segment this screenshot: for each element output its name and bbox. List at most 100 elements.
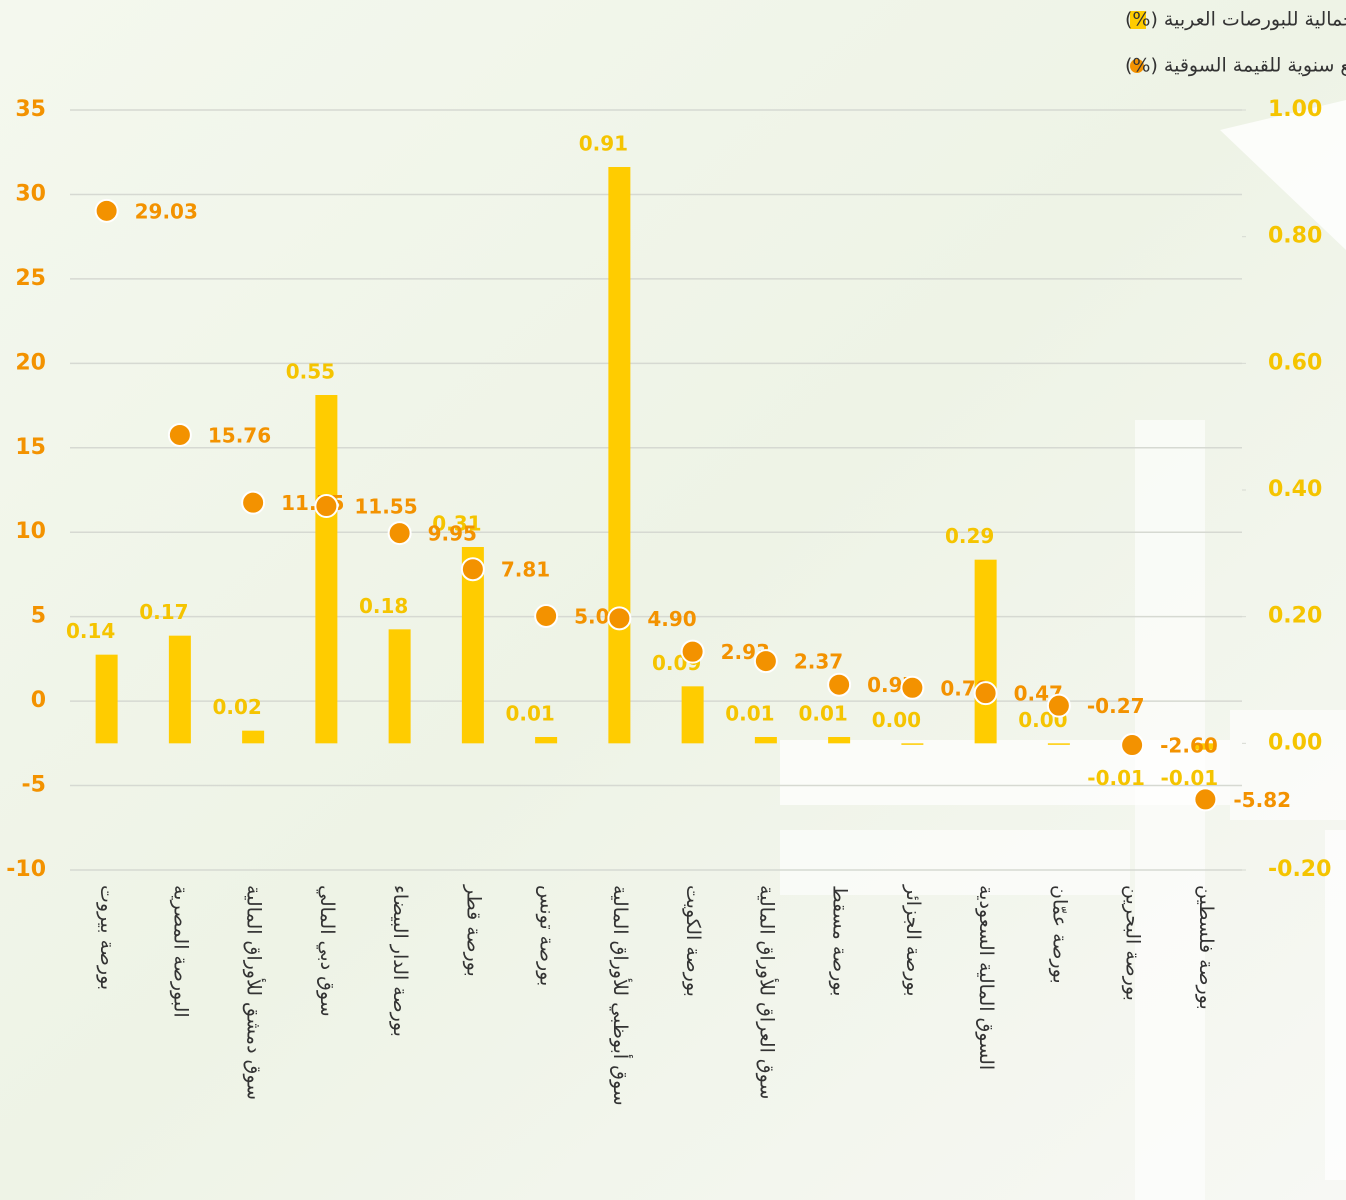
decor — [1230, 710, 1346, 820]
x-tick-label: بورصة البحرين — [1122, 885, 1144, 1001]
x-tick-label: السوق المالية السعودية — [975, 885, 997, 1070]
dot — [680, 639, 705, 664]
legend-swatch — [1130, 11, 1146, 29]
x-tick-label: بورصة الكويت — [682, 885, 704, 997]
bar — [168, 635, 191, 744]
y2-tick-label: 0.60 — [1268, 350, 1322, 375]
bar — [681, 686, 704, 744]
bar-value-label: -0.01 — [1087, 766, 1145, 790]
dot — [314, 494, 339, 519]
x-tick-label: سوق دمشق للأوراق المالية — [243, 885, 266, 1100]
bar-value-label: 0.01 — [725, 702, 774, 726]
dot — [753, 649, 778, 674]
y2-tick-label: 0.20 — [1268, 604, 1322, 629]
bar-value-label: 0.91 — [579, 132, 628, 156]
y-tick-label: 30 — [15, 181, 46, 206]
bar — [754, 737, 777, 744]
dot-value-label: 4.90 — [647, 607, 696, 631]
bar — [1194, 743, 1217, 750]
x-tick-label: بورصة تونس — [536, 885, 558, 986]
legend-swatch — [1130, 59, 1144, 73]
y-tick-label: 25 — [15, 266, 46, 291]
y2-tick-label: 0.40 — [1268, 477, 1322, 502]
dot-value-label: 15.76 — [208, 423, 271, 447]
dot-value-label: 2.37 — [794, 650, 843, 674]
y-tick-label: 15 — [15, 435, 46, 460]
dot — [460, 557, 485, 582]
y-tick-label: 10 — [15, 519, 46, 544]
bar — [974, 559, 997, 744]
dot-value-label: 7.81 — [501, 558, 550, 582]
bar — [242, 730, 265, 744]
x-tick-label: سوق دبي المالي — [316, 885, 338, 1017]
dot — [827, 672, 852, 697]
bar-value-label: 0.01 — [798, 702, 847, 726]
bar — [828, 737, 851, 744]
decor — [780, 830, 1130, 895]
x-tick-label: سوق العراق للأوراق المالية — [755, 885, 778, 1099]
decor — [1325, 830, 1346, 1180]
x-tick-label: بورصة عمّان — [1048, 885, 1070, 984]
bar-value-label: 0.00 — [872, 708, 921, 732]
dot — [387, 521, 412, 546]
legend-label: نسبة التغير الربع سنوية للقيمة السوقية (… — [1125, 55, 1346, 77]
dot — [534, 603, 559, 628]
bar — [1047, 743, 1070, 745]
y2-tick-label: 0.00 — [1268, 730, 1322, 755]
dot — [1193, 787, 1218, 812]
dot — [167, 422, 192, 447]
decor — [1220, 100, 1346, 250]
dot — [1120, 733, 1145, 758]
dot — [607, 606, 632, 631]
y2-tick-label: 0.80 — [1268, 224, 1322, 249]
bar-value-label: 0.55 — [286, 360, 335, 384]
y-tick-label: 35 — [15, 97, 46, 122]
y-tick-label: -10 — [6, 857, 46, 882]
dot — [900, 675, 925, 700]
y2-tick-label: 1.00 — [1268, 97, 1322, 122]
y-tick-label: 5 — [31, 604, 46, 629]
y2-tick-label: -0.20 — [1268, 857, 1331, 882]
x-tick-label: بورصة قطر — [462, 884, 484, 977]
bar-value-label: 0.31 — [432, 512, 481, 536]
bar — [95, 654, 118, 744]
bar-value-label: 0.17 — [139, 600, 188, 624]
x-tick-label: البورصة المصرية — [169, 885, 191, 1018]
x-tick-label: سوق أبوظبي للأوراق المالية — [609, 885, 633, 1106]
dot-value-label: -2.60 — [1160, 734, 1218, 758]
bar-value-label: 0.01 — [505, 702, 554, 726]
legend-label: نسبة مساهمة السوق في تغير القيمة السوقية… — [1125, 9, 1346, 31]
x-tick-label: بورصة مسقط — [829, 885, 851, 996]
dot-value-label: -0.27 — [1087, 694, 1145, 718]
bar-value-label: 0.14 — [66, 619, 115, 643]
y-tick-label: 20 — [15, 350, 46, 375]
bar — [388, 629, 411, 744]
x-tick-label: بورصة الدار البيضاء — [389, 885, 411, 1037]
dot-value-label: 29.03 — [135, 199, 198, 223]
y-tick-label: 0 — [31, 688, 46, 713]
decor — [1135, 420, 1205, 1200]
dot — [973, 681, 998, 706]
bar-value-label: -0.01 — [1161, 766, 1219, 790]
x-tick-label: بورصة فلسطين — [1195, 885, 1217, 1010]
dot-value-label: 9.95 — [428, 522, 477, 546]
bar — [315, 395, 338, 744]
dot-value-label: 11.55 — [354, 495, 417, 519]
y-tick-label: -5 — [22, 773, 46, 798]
bar — [608, 167, 631, 744]
bar-value-label: 0.29 — [945, 524, 994, 548]
dot — [241, 490, 266, 515]
x-tick-label: بورصة الجزائر — [902, 884, 924, 997]
x-tick-label: بورصة بيروت — [96, 885, 118, 990]
bar — [901, 743, 924, 745]
bar — [461, 547, 484, 744]
dot — [1046, 693, 1071, 718]
dot — [94, 198, 119, 223]
bar — [535, 737, 558, 744]
decor — [780, 740, 1230, 805]
bar-value-label: 0.02 — [212, 695, 261, 719]
dot-value-label: -5.82 — [1233, 788, 1291, 812]
